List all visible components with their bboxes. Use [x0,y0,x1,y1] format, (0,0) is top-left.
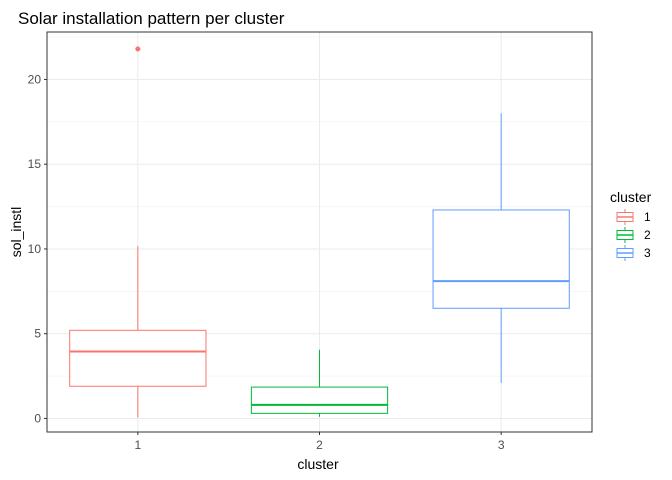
x-tick-label: 3 [498,438,505,452]
legend-key-1 [616,209,634,225]
x-axis-title: cluster [297,456,339,472]
iqr-box [250,386,389,414]
y-tick-label: 5 [34,327,41,341]
legend-key-3 [616,245,634,261]
x-tick-label: 1 [134,438,141,452]
iqr-box [432,209,570,309]
legend-title: cluster [610,189,652,205]
box-cluster-3 [432,113,570,383]
plot-panel [46,31,593,433]
outlier-point [135,46,141,52]
box-cluster-2 [250,349,389,417]
y-tick-label: 10 [28,242,42,256]
legend-key-2 [616,227,634,243]
y-tick-label: 20 [28,72,42,86]
y-axis-title: sol_instl [8,207,24,258]
y-tick-label: 15 [28,157,42,171]
x-tick-label: 2 [316,438,323,452]
legend: cluster 1 2 3 [610,189,652,261]
legend-label: 1 [644,210,651,224]
legend-label: 3 [644,246,651,260]
y-tick-label: 0 [34,411,41,425]
box-cluster-1 [69,46,207,418]
iqr-box [69,329,207,387]
legend-label: 2 [644,228,651,242]
chart-title: Solar installation pattern per cluster [18,9,285,28]
